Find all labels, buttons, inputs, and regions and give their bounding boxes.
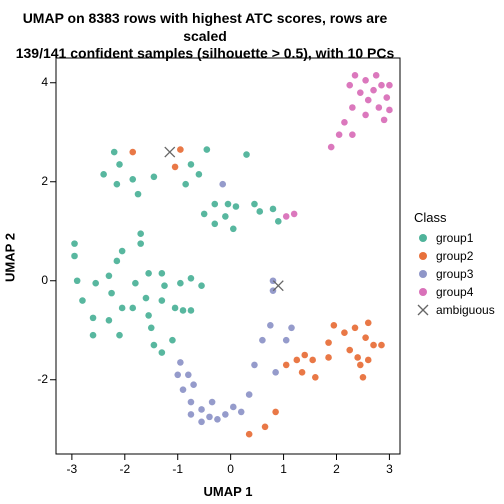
legend-label: group4 (436, 285, 473, 299)
x-tick-label: -2 (110, 462, 140, 476)
legend-item: group2 (414, 247, 495, 265)
legend-swatch (414, 285, 432, 299)
y-axis-label: UMAP 2 (3, 108, 18, 408)
x-tick-label: 1 (269, 462, 299, 476)
y-tick-label: 2 (22, 174, 48, 188)
legend-label: ambiguous (436, 303, 495, 317)
legend-item: group4 (414, 283, 495, 301)
legend-swatch (414, 231, 432, 245)
y-tick-label: 4 (22, 75, 48, 89)
legend-label: group2 (436, 249, 473, 263)
legend-label: group3 (436, 267, 473, 281)
legend-item: group3 (414, 265, 495, 283)
umap-scatter-chart: UMAP on 8383 rows with highest ATC score… (0, 0, 504, 504)
x-axis-label: UMAP 1 (56, 484, 400, 499)
x-tick-label: -3 (57, 462, 87, 476)
x-tick-label: 3 (374, 462, 404, 476)
legend-title: Class (414, 210, 495, 225)
x-tick-label: 0 (216, 462, 246, 476)
y-tick-label: 0 (22, 273, 48, 287)
legend: Class group1 group2 group3 group4 ambiguous (414, 210, 495, 319)
legend-swatch (414, 267, 432, 281)
legend-label: group1 (436, 231, 473, 245)
legend-swatch (414, 303, 432, 317)
y-tick-label: -2 (22, 372, 48, 386)
legend-swatch (414, 249, 432, 263)
x-tick-label: -1 (163, 462, 193, 476)
legend-item: group1 (414, 229, 495, 247)
legend-item: ambiguous (414, 301, 495, 319)
x-tick-label: 2 (321, 462, 351, 476)
